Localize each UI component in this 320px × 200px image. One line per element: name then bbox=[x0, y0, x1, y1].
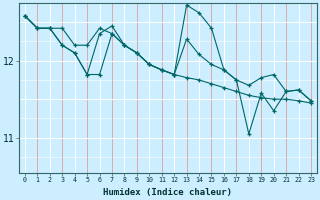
X-axis label: Humidex (Indice chaleur): Humidex (Indice chaleur) bbox=[103, 188, 232, 197]
